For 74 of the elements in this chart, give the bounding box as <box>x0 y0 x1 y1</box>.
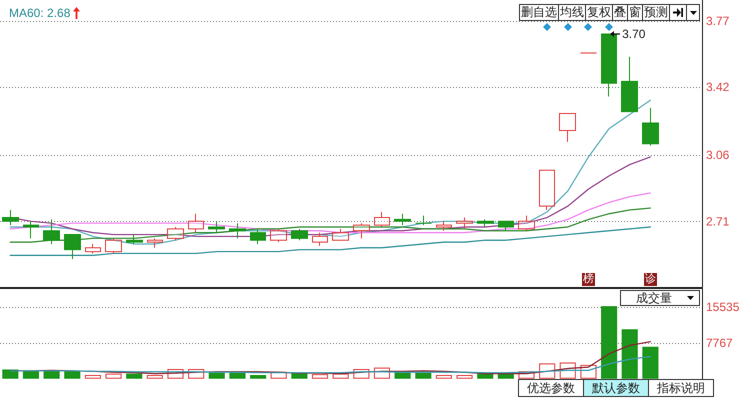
chart-title: 成交量 <box>636 290 672 304</box>
bar <box>84 375 101 379</box>
y-tick-label: 2.71 <box>706 214 730 228</box>
button: 预测 <box>643 5 670 20</box>
candlestick <box>539 170 555 210</box>
candlestick <box>64 234 81 260</box>
bar <box>126 374 142 379</box>
candlestick <box>23 220 39 239</box>
button: 指标说明 <box>648 379 714 397</box>
candlestick <box>559 112 576 142</box>
candlestick <box>518 215 535 232</box>
candlestick <box>229 222 246 239</box>
candlestick <box>477 218 494 228</box>
button: 默认参数 <box>583 379 649 397</box>
button: 删自选 <box>520 5 559 20</box>
candlestick <box>353 222 370 239</box>
button: 优选参数 <box>518 379 584 397</box>
bar <box>146 375 163 379</box>
candlestick <box>621 56 638 112</box>
y-tick-label: 3.06 <box>706 148 730 162</box>
bar <box>332 374 349 379</box>
candlestick <box>394 213 411 226</box>
bar <box>456 375 473 379</box>
line-series <box>10 356 651 374</box>
y-tick-label: 7767 <box>706 336 734 350</box>
bar <box>415 372 432 379</box>
text: MA60: 2.68 <box>9 6 71 20</box>
badge: 榜 <box>582 273 595 286</box>
candlestick <box>374 211 390 228</box>
bar <box>22 371 40 379</box>
line-series <box>10 100 651 245</box>
candlestick <box>147 238 163 248</box>
candlestick <box>250 228 266 244</box>
line-series <box>10 226 651 256</box>
candlestick <box>208 220 225 234</box>
candlestick <box>105 238 122 254</box>
candlestick <box>291 228 308 241</box>
candlestick <box>312 232 328 246</box>
bar <box>250 375 266 379</box>
bar <box>477 374 494 379</box>
button: 复权 <box>586 5 613 20</box>
button: 叠 <box>613 5 628 20</box>
bar <box>64 371 80 379</box>
candlestick <box>498 220 514 232</box>
dropdown: 成交量 <box>620 290 700 306</box>
bar <box>106 374 122 379</box>
button: 窗 <box>628 5 643 20</box>
candlestick <box>415 215 432 226</box>
candlestick <box>167 226 184 241</box>
candlestick <box>270 228 287 243</box>
candlestick <box>332 228 349 241</box>
y-tick-label: 3.77 <box>706 14 730 28</box>
candlestick <box>126 234 143 244</box>
candlestick <box>2 209 19 226</box>
y-tick-label: 15535 <box>706 300 740 314</box>
bar <box>208 372 225 379</box>
candlestick <box>43 218 60 244</box>
candlestick <box>85 243 101 254</box>
bar <box>312 374 328 379</box>
candlestick <box>456 217 473 230</box>
annotation: 3.70 <box>622 27 646 42</box>
line-series <box>10 192 651 234</box>
bar <box>622 329 638 379</box>
bar <box>601 306 618 379</box>
bar <box>229 372 246 379</box>
button: 均线 <box>559 5 586 20</box>
badge: 诊 <box>644 273 657 286</box>
bar <box>642 346 658 379</box>
candlestick <box>436 220 452 232</box>
candlestick <box>188 213 204 234</box>
y-tick-label: 3.42 <box>706 80 730 94</box>
line-series <box>10 207 651 243</box>
bar <box>436 375 452 379</box>
candlestick <box>642 107 659 146</box>
